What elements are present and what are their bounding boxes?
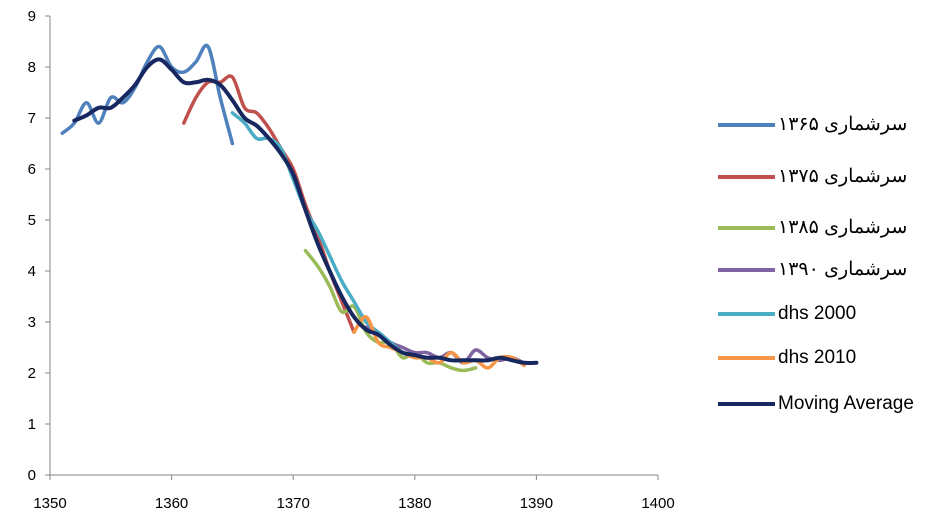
y-tick-label: 1 — [28, 416, 36, 433]
legend-swatch-census-1365 — [718, 123, 775, 127]
legend-item-dhs-2010: dhs 2010 — [718, 348, 939, 368]
legend-label-census-1390: سرشماری ۱۳۹۰ — [778, 259, 908, 280]
series-line-census-1365 — [60, 43, 235, 146]
legend-label-census-1385: سرشماری ۱۳۸۵ — [778, 217, 908, 238]
legend-swatch-moving-average — [718, 402, 775, 406]
y-tick-label: 7 — [28, 110, 36, 127]
y-tick-label: 3 — [28, 314, 36, 331]
legend-swatch-census-1375 — [718, 175, 775, 179]
legend-label-dhs-2000: dhs 2000 — [778, 303, 857, 324]
legend-item-dhs-2000: dhs 2000 — [718, 304, 939, 324]
series-line-dhs-2010 — [352, 315, 526, 370]
legend-swatch-census-1390 — [718, 268, 775, 272]
y-tick-label: 8 — [28, 59, 36, 76]
series-line-dhs-2000 — [230, 111, 417, 360]
legend-swatch-dhs-2000 — [718, 312, 775, 316]
legend-item-moving-average: Moving Average — [718, 394, 939, 414]
y-tick-label: 2 — [28, 365, 36, 382]
legend-swatch-dhs-2010 — [718, 356, 775, 360]
series-line-census-1375 — [182, 74, 356, 334]
x-tick-label: 1350 — [33, 495, 66, 512]
x-tick-label: 1370 — [277, 495, 310, 512]
legend-label-moving-average: Moving Average — [778, 393, 914, 414]
legend-label-dhs-2010: dhs 2010 — [778, 347, 857, 368]
y-tick-label: 6 — [28, 161, 36, 178]
x-tick-label: 1360 — [155, 495, 188, 512]
x-tick-label: 1400 — [641, 495, 674, 512]
series-line-moving-average — [72, 57, 539, 365]
legend-item-census-1375: سرشماری ۱۳۷۵ — [718, 167, 939, 187]
y-tick-label: 0 — [28, 467, 36, 484]
legend-swatch-census-1385 — [718, 226, 775, 230]
y-tick-label: 5 — [28, 212, 36, 229]
legend-label-census-1365: سرشماری ۱۳۶۵ — [778, 114, 908, 135]
x-tick-label: 1380 — [398, 495, 431, 512]
legend-item-census-1390: سرشماری ۱۳۹۰ — [718, 260, 939, 280]
y-tick-label: 4 — [28, 263, 36, 280]
legend-item-census-1365: سرشماری ۱۳۶۵ — [718, 115, 939, 135]
y-tick-label: 9 — [28, 8, 36, 25]
x-tick-label: 1390 — [520, 495, 553, 512]
legend-item-census-1385: سرشماری ۱۳۸۵ — [718, 218, 939, 238]
legend-label-census-1375: سرشماری ۱۳۷۵ — [778, 166, 908, 187]
